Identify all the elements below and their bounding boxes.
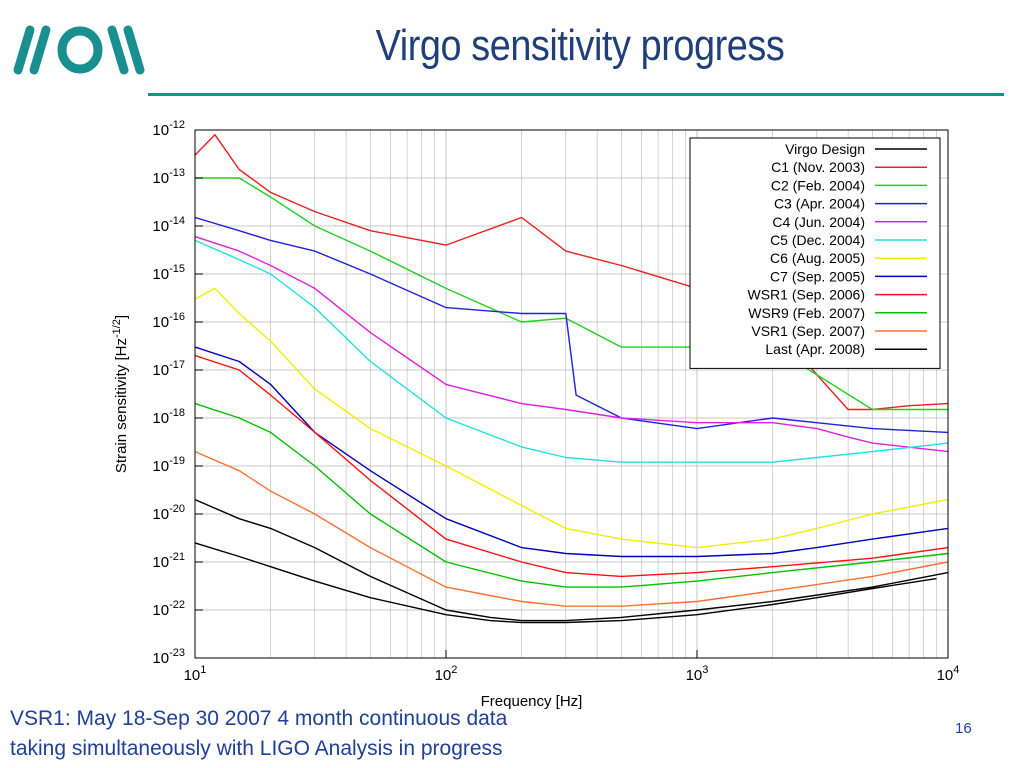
- legend-label: C6 (Aug. 2005): [770, 250, 865, 266]
- y-tick-label: 10-16: [152, 311, 185, 331]
- plot-frame: [194, 129, 949, 659]
- y-tick-label: 10-13: [152, 167, 185, 187]
- footer-note: VSR1: May 18-Sep 30 2007 4 month continu…: [10, 704, 507, 764]
- x-tick-label: 102: [435, 664, 458, 684]
- legend-label: C3 (Apr. 2004): [774, 196, 865, 212]
- series-line: [194, 235, 949, 453]
- sensitivity-chart: 101 102 103 104 10-12 10-13 10-14 10-15 10-16 10-…: [111, 119, 960, 710]
- slide-title: Virgo sensitivity progress: [375, 21, 785, 70]
- legend-label: WSR9 (Feb. 2007): [748, 305, 865, 321]
- series-line: [194, 239, 949, 463]
- x-axis-label: Frequency [Hz]: [481, 693, 583, 710]
- virgo-logo-icon: [13, 25, 145, 75]
- legend-label: Last (Apr. 2008): [765, 341, 865, 357]
- footer-line-2: taking simultaneously with LIGO Analysis…: [10, 737, 503, 760]
- legend-label: C7 (Sep. 2005): [770, 268, 865, 284]
- legend-label: C4 (Jun. 2004): [772, 214, 865, 230]
- y-tick-label: 10-21: [152, 551, 185, 571]
- y-tick-label: 10-20: [152, 503, 185, 523]
- y-tick-label: 10-14: [152, 215, 185, 235]
- legend-label: C5 (Dec. 2004): [770, 232, 865, 248]
- y-tick-label: 10-22: [152, 599, 185, 619]
- series-line: [194, 450, 949, 607]
- legend-label: Virgo Design: [785, 141, 865, 157]
- series-line: [194, 542, 937, 624]
- series-line: [194, 402, 949, 588]
- legend-label: WSR1 (Sep. 2006): [748, 287, 866, 303]
- y-tick-label: 10-15: [152, 263, 185, 283]
- title-divider: [148, 93, 1004, 96]
- legend-label: C2 (Feb. 2004): [771, 177, 865, 193]
- series-line: [194, 498, 949, 622]
- series-line: [194, 216, 949, 434]
- x-tick-label: 103: [686, 664, 709, 684]
- page-number: 16: [955, 720, 972, 737]
- y-axis-label: Strain sensitivity [Hz-1/2]: [111, 315, 130, 473]
- x-tick-label: 104: [937, 664, 960, 684]
- legend-label: VSR1 (Sep. 2007): [751, 323, 865, 339]
- series-line: [194, 354, 949, 578]
- footer-line-1: VSR1: May 18-Sep 30 2007 4 month continu…: [10, 707, 508, 730]
- x-tick-label: 101: [184, 664, 207, 684]
- legend-label: C1 (Nov. 2003): [771, 159, 865, 175]
- series-line: [194, 346, 949, 558]
- series-line: [194, 287, 949, 549]
- y-tick-label: 10-17: [152, 359, 185, 379]
- series-line: [194, 134, 949, 411]
- y-tick-label: 10-12: [152, 119, 185, 139]
- y-tick-label: 10-19: [152, 455, 185, 475]
- y-tick-label: 10-23: [152, 647, 185, 667]
- y-tick-label: 10-18: [152, 407, 185, 427]
- legend-box: [689, 137, 941, 369]
